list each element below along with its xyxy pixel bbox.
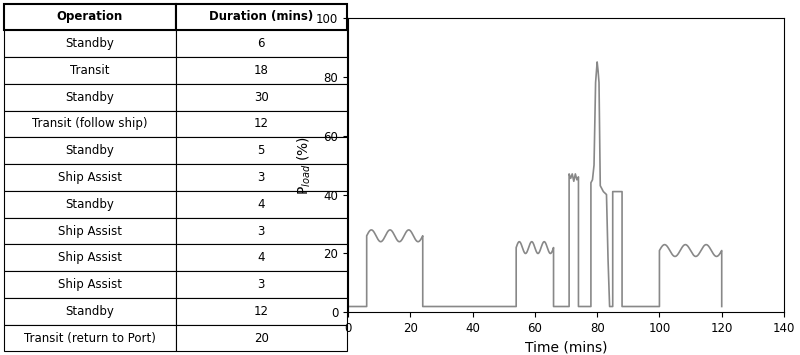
Y-axis label: P$_{load}$ (%): P$_{load}$ (%)	[296, 136, 314, 195]
X-axis label: Time (mins): Time (mins)	[525, 341, 607, 355]
